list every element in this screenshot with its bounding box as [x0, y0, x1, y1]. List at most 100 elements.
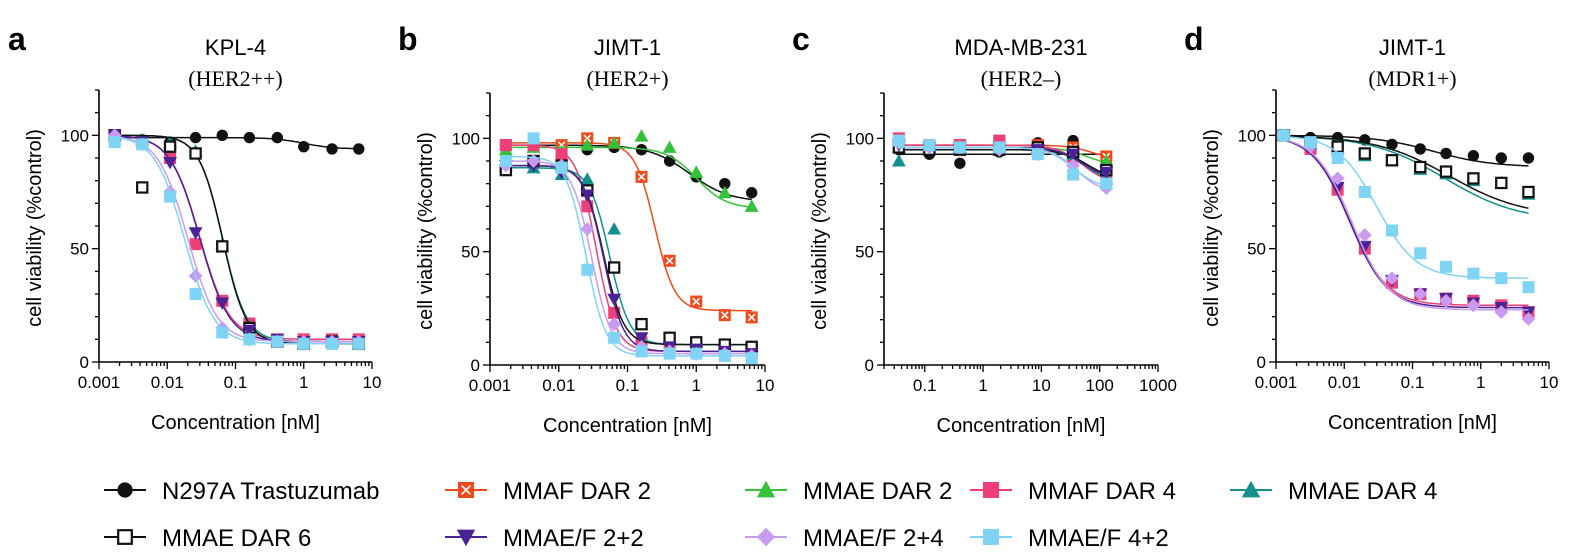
point-mmae-f-4-2	[718, 349, 731, 362]
point-mmae-f-4-2	[1277, 129, 1290, 142]
point-n297a-trastuzumab-shape	[1386, 138, 1398, 151]
fit-curve-mmae-dar-6	[505, 164, 752, 346]
panel-d: d JIMT-1 (MDR1+) 0 50 100 0.001 0.01 0.1 1 10 Conce…	[1184, 21, 1558, 434]
point-n297a-trastuzumab	[189, 131, 202, 144]
series-mmae-dar-6	[108, 129, 365, 351]
panel-title: JIMT-1	[1379, 35, 1446, 60]
point-mmae-dar-6	[136, 181, 149, 194]
series-mmae-f-4-2	[108, 136, 365, 350]
fit-curve-n297a-trastuzumab	[1283, 134, 1529, 167]
legend-marker	[117, 482, 133, 498]
point-mmae-f-2-2-shape	[634, 332, 649, 345]
point-mmae-f-4-2	[1414, 247, 1427, 260]
point-mmae-f-4-2	[923, 139, 936, 152]
point-mmae-f-4-2	[216, 326, 229, 339]
point-n297a-trastuzumab	[1522, 152, 1535, 164]
point-mmae-f-2-4	[1413, 287, 1428, 301]
point-mmae-f-4-2-shape	[892, 134, 905, 147]
point-mmae-f-4-2	[745, 352, 758, 365]
point-n297a-trastuzumab-shape	[353, 143, 365, 155]
point-mmae-f-4-2-shape	[1467, 267, 1480, 280]
fit-curve-mmaf-dar-4	[114, 135, 359, 341]
point-mmae-f-2-4	[1330, 171, 1345, 186]
point-mmae-f-4-2	[352, 337, 365, 350]
point-mmae-f-2-4	[1494, 305, 1509, 320]
point-mmae-f-4-2	[635, 345, 648, 358]
point-mmaf-dar-4	[499, 139, 512, 152]
series-mmae-dar-4	[107, 128, 366, 350]
fit-curve-mmae-f-2-4	[505, 160, 752, 355]
point-mmae-f-4-2	[581, 263, 594, 276]
x-tick-label: 10	[756, 376, 775, 395]
point-mmae-f-4-2	[108, 136, 121, 149]
point-mmae-f-2-4-shape	[1466, 298, 1481, 313]
point-mmae-dar-4	[891, 154, 906, 167]
point-n297a-trastuzumab-shape	[189, 131, 202, 144]
point-mmae-dar-6-shape	[1358, 147, 1371, 160]
point-mmae-f-4-2-shape	[663, 347, 676, 360]
point-mmae-f-4-2	[1304, 136, 1317, 149]
point-mmae-f-4-2	[1031, 148, 1044, 161]
point-mmaf-dar-4-shape	[499, 139, 512, 152]
point-mmae-dar-2-shape	[1099, 154, 1114, 167]
point-mmaf-dar-2-cross	[665, 256, 674, 265]
point-mmae-f-4-2	[663, 347, 676, 360]
panel-title: KPL-4	[205, 35, 266, 60]
point-mmae-f-2-4	[1066, 158, 1081, 173]
legend-item-mmae-dar-4: MMAE DAR 4	[1230, 478, 1437, 505]
point-mmae-f-4-2-shape	[352, 337, 365, 350]
point-mmae-f-2-4-shape	[1439, 293, 1453, 308]
point-mmae-dar-6	[607, 261, 621, 274]
point-mmae-f-2-4	[1521, 312, 1536, 326]
point-mmae-f-4-2-shape	[1331, 152, 1344, 164]
point-mmae-dar-6-shape	[1414, 160, 1427, 174]
point-mmae-f-4-2-shape	[581, 263, 594, 276]
point-mmae-f-4-2	[1067, 168, 1080, 181]
point-mmae-dar-2	[717, 185, 732, 199]
point-n297a-trastuzumab	[1440, 147, 1452, 160]
point-mmae-f-4-2-shape	[1067, 168, 1080, 181]
fit-curve-mmae-f-2-4	[114, 136, 359, 343]
legend-marker-shape	[756, 527, 776, 547]
point-n297a-trastuzumab-shape	[271, 131, 284, 144]
point-mmae-f-2-2	[1099, 166, 1114, 180]
legend-label: MMAE/F 2+2	[503, 525, 644, 552]
point-n297a-trastuzumab	[1386, 138, 1398, 151]
legend-label: MMAE DAR 4	[1288, 478, 1437, 505]
point-mmae-f-2-2-shape	[163, 157, 177, 170]
x-tick-label: 1	[1476, 373, 1485, 392]
panel-subtitle: (MDR1+)	[1368, 66, 1456, 91]
point-mmae-f-4-2-shape	[1031, 148, 1044, 161]
point-mmae-f-2-4-shape	[107, 128, 122, 143]
point-mmae-dar-6-shape	[607, 261, 621, 274]
point-mmaf-dar-4	[189, 238, 202, 251]
point-mmae-f-4-2	[608, 331, 621, 344]
point-mmae-dar-6-shape	[1495, 176, 1508, 190]
point-mmae-dar-6	[1495, 176, 1508, 190]
point-mmae-dar-2	[744, 199, 759, 212]
x-tick-label: 0.01	[151, 373, 184, 392]
x-tick-label: 10	[1032, 376, 1051, 395]
y-tick-label: 0	[471, 356, 480, 375]
point-n297a-trastuzumab-shape	[1414, 143, 1426, 155]
panel-subtitle: (HER2–)	[981, 66, 1062, 91]
point-mmae-f-4-2	[892, 134, 905, 147]
point-mmae-f-4-2-shape	[108, 136, 121, 149]
point-mmae-f-2-2	[188, 227, 203, 240]
point-mmae-f-2-2	[1066, 148, 1081, 162]
x-tick-label: 100	[1086, 376, 1114, 395]
x-axis-label: Concentration [nM]	[543, 415, 712, 437]
point-mmaf-dar-2-cross	[747, 313, 756, 322]
y-axis-label: cell viability (%control)	[809, 132, 831, 330]
point-mmae-dar-2-shape	[689, 165, 704, 178]
x-axis-label: Concentration [nM]	[1328, 412, 1497, 434]
y-tick-label: 0	[80, 353, 89, 372]
point-mmae-dar-2-shape	[744, 199, 759, 212]
point-mmae-f-2-4-shape	[1330, 171, 1345, 186]
point-mmaf-dar-2-cross	[637, 173, 646, 181]
x-tick-label: 0.001	[78, 373, 121, 392]
point-mmae-f-4-2	[993, 141, 1006, 154]
point-n297a-trastuzumab-shape	[298, 140, 310, 153]
point-mmae-f-2-2-shape	[215, 297, 230, 310]
x-tick-label: 0.001	[469, 376, 512, 395]
